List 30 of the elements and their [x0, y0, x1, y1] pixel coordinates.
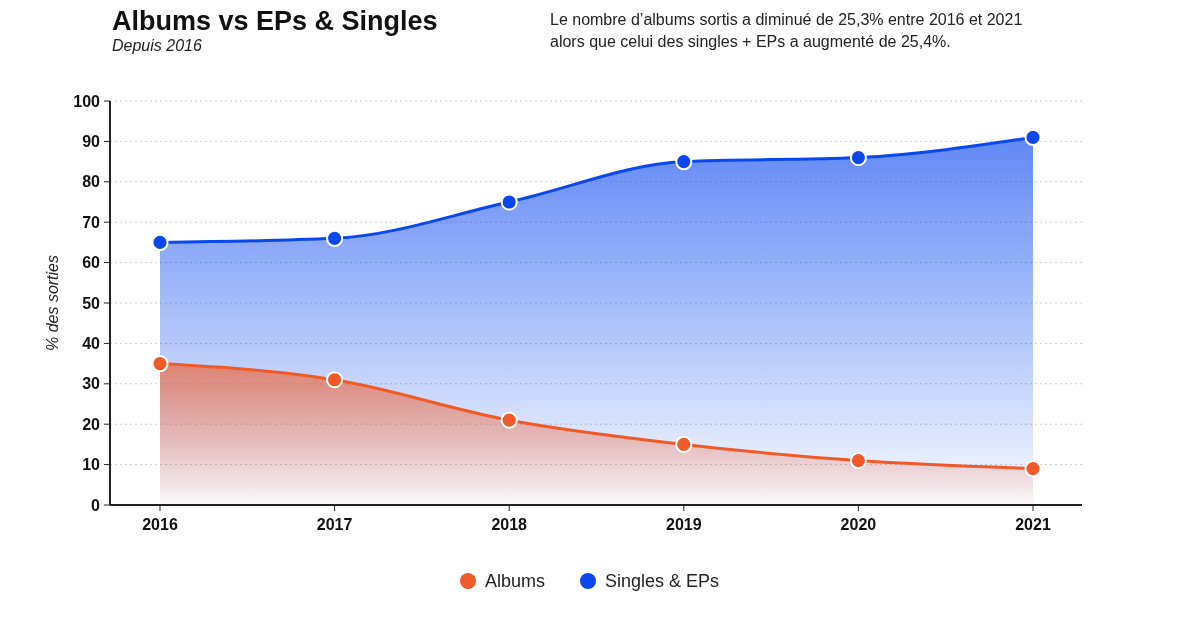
- point: [326, 371, 344, 389]
- point: [849, 452, 867, 470]
- point: [675, 435, 693, 453]
- y-tick-label: 10: [82, 456, 101, 474]
- y-tick-label: 80: [82, 173, 101, 191]
- point: [151, 355, 169, 373]
- y-tick-label: 70: [82, 213, 101, 231]
- y-tick-label: 0: [91, 496, 101, 514]
- chart-subtitle: Depuis 2016: [112, 37, 202, 54]
- y-tick-label: 50: [82, 294, 101, 312]
- x-tick-label: 2017: [316, 516, 353, 533]
- chart-title: Albums vs EPs & Singles: [112, 6, 438, 36]
- legend-label: Singles & EPs: [605, 571, 720, 592]
- y-tick-label: 30: [82, 375, 101, 393]
- y-axis-title: % des sorties: [44, 254, 61, 352]
- y-tick-label: 60: [82, 254, 101, 272]
- x-tick-label: 2020: [840, 516, 877, 533]
- point: [1024, 460, 1042, 478]
- y-tick-label: 20: [82, 415, 101, 433]
- x-tick-label: 2021: [1015, 516, 1051, 533]
- point: [500, 411, 518, 429]
- x-tick-label: 2018: [491, 516, 528, 533]
- y-tick-label: 40: [82, 335, 101, 352]
- y-tick-label: 100: [73, 92, 101, 110]
- legend-label: Albums: [485, 571, 546, 592]
- y-tick-label: 90: [82, 133, 101, 150]
- x-tick-label: 2016: [142, 516, 178, 533]
- text: Le nombre d’albums sortis a diminué de 25,3% entre 2016 et 2021: [550, 11, 1023, 28]
- text: alors que celui des singles + EPs a augmenté de 25,4%.: [550, 33, 951, 50]
- x-tick-label: 2019: [666, 516, 702, 533]
